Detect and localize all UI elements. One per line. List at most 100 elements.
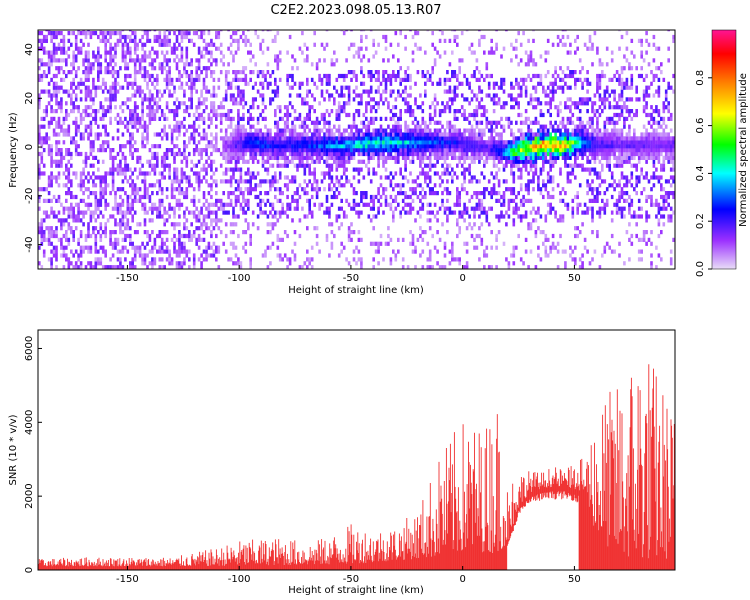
spectrogram-cell — [448, 85, 452, 90]
spectrogram-cell — [192, 171, 196, 176]
spectrogram-cell — [350, 128, 353, 133]
spectrogram-cell — [38, 132, 41, 137]
spectrogram-cell — [227, 112, 230, 118]
spectrogram-cell — [192, 112, 196, 118]
spectrogram-cell — [286, 120, 289, 125]
spectrogram-cell — [283, 112, 287, 118]
spectrogram-cell — [500, 214, 503, 219]
spectrogram-cell — [50, 265, 53, 269]
spectrogram-cell — [372, 144, 375, 149]
spectrogram-cell — [197, 151, 201, 157]
spectrogram-cell — [146, 124, 149, 129]
spectrogram-cell — [38, 198, 41, 203]
spectrogram-cell — [274, 144, 277, 149]
spectrogram-cell — [38, 171, 41, 176]
spectrogram-cell — [497, 214, 501, 219]
spectrogram-cell — [210, 140, 213, 145]
spectrogram-cell — [286, 140, 289, 145]
spectrogram-cell — [372, 241, 375, 246]
spectrogram-cell — [453, 144, 457, 149]
spectrogram-cell — [345, 73, 348, 79]
spectrogram-cell — [406, 109, 410, 114]
spectrogram-cell — [163, 132, 166, 137]
spectrogram-cell — [77, 202, 80, 207]
spectrogram-cell — [215, 233, 218, 239]
spectrogram-cell — [60, 58, 63, 63]
spectrogram-cell — [87, 42, 90, 47]
spectrogram-cell — [428, 155, 432, 160]
spectrogram-cell — [384, 159, 388, 164]
spectrogram-cell — [106, 202, 110, 207]
spectrogram-cell — [101, 109, 105, 114]
spectrogram-cell — [456, 202, 459, 207]
spectrogram-cell — [146, 31, 149, 36]
spectrogram-cell — [168, 148, 171, 153]
spectrogram-cell — [406, 132, 410, 137]
spectrogram-cell — [224, 81, 228, 86]
spectrogram-cell — [485, 140, 489, 145]
spectrogram-cell — [333, 194, 336, 200]
spectrogram-cell — [524, 155, 528, 160]
spectrogram-cell — [483, 50, 486, 55]
spectrogram-cell — [347, 202, 351, 207]
spectrogram-cell — [483, 163, 486, 168]
spectrogram-cell — [136, 42, 139, 47]
spectrogram-cell — [510, 159, 513, 164]
spectrogram-cell — [384, 187, 388, 192]
spectrogram-cell — [404, 89, 407, 94]
spectrogram-cell — [52, 233, 56, 239]
spectrogram-cell — [529, 226, 533, 231]
spectrogram-cell — [237, 257, 240, 262]
spectrogram-cell — [84, 124, 88, 129]
spectrogram-cell — [242, 159, 245, 164]
spectrogram-cell — [512, 218, 516, 223]
spectrogram-cell — [271, 155, 275, 160]
spectrogram-cell — [109, 54, 112, 59]
spectrogram-cell — [320, 136, 324, 141]
spectrogram-cell — [443, 151, 447, 157]
spectrogram-cell — [379, 144, 383, 149]
spectrogram-cell — [451, 241, 454, 246]
spectrogram-cell — [45, 30, 48, 32]
spectrogram-cell — [126, 222, 130, 227]
spectrogram-cell — [470, 159, 474, 164]
spectrogram-cell — [89, 218, 93, 223]
spectrogram-cell — [229, 183, 233, 188]
spectrogram-cell — [490, 124, 493, 129]
spectrogram-cell — [94, 191, 98, 196]
spectrogram-cell — [483, 144, 486, 149]
spectrogram-cell — [323, 116, 326, 121]
spectrogram-cell — [296, 116, 299, 121]
spectrogram-cell — [153, 155, 157, 160]
spectrogram-cell — [200, 261, 203, 266]
spectrogram-cell — [143, 261, 147, 266]
spectrogram-cell — [70, 97, 73, 102]
spectrogram-cell — [377, 105, 380, 110]
spectrogram-cell — [55, 89, 58, 94]
spectrogram-cell — [372, 257, 375, 262]
spectrogram-cell — [325, 109, 329, 114]
spectrogram-cell — [153, 132, 157, 137]
spectrogram-cell — [283, 120, 287, 125]
spectrogram-cell — [65, 101, 68, 106]
spectrogram-cell — [178, 183, 181, 188]
spectrogram-cell — [126, 167, 130, 172]
spectrogram-cell — [298, 155, 302, 160]
spectrogram-cell — [50, 144, 53, 149]
spectrogram-cell — [342, 171, 346, 176]
spectrogram-cell — [52, 132, 56, 137]
spectrogram-cell — [379, 132, 383, 137]
spectrogram-cell — [104, 97, 107, 102]
spectrogram-cell — [89, 249, 93, 254]
spectrogram-cell — [89, 233, 93, 239]
spectrogram-cell — [192, 210, 196, 215]
spectrogram-cell — [266, 171, 270, 176]
spectrogram-cell — [131, 241, 134, 246]
spectrogram-cell — [94, 249, 98, 254]
spectrogram-cell — [178, 132, 181, 137]
spectrogram-cell — [116, 163, 120, 168]
spectrogram-cell — [197, 46, 201, 51]
spectrogram-cell — [306, 257, 309, 262]
spectrogram-cell — [451, 101, 454, 106]
spectrogram-cell — [421, 155, 425, 160]
